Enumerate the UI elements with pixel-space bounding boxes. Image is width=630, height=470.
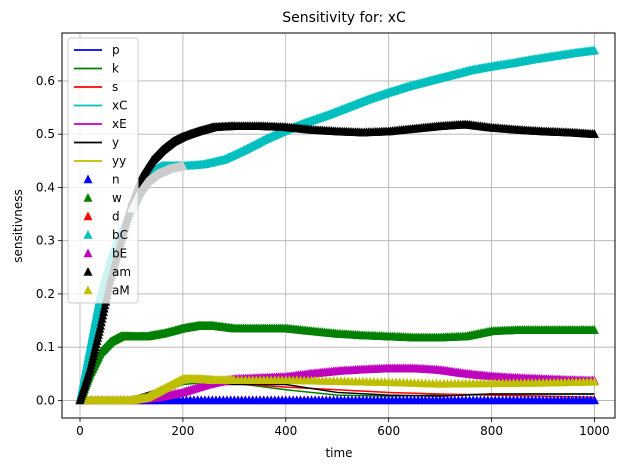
legend-label: n — [112, 173, 120, 187]
y-tick-label: 0.0 — [36, 393, 55, 407]
y-tick-label: 0.4 — [36, 180, 55, 194]
legend-marker-swatch — [83, 211, 93, 221]
marker-series-w — [75, 320, 599, 405]
data-marker — [589, 376, 599, 386]
legend-label: am — [112, 265, 131, 279]
y-tick-label: 0.5 — [36, 127, 55, 141]
data-marker — [589, 45, 599, 55]
y-axis-label: sensitivness — [11, 189, 25, 262]
y-tick-label: 0.1 — [36, 340, 55, 354]
plot-frame — [61, 32, 616, 419]
legend-label: p — [112, 43, 120, 57]
overlay-marker — [178, 161, 188, 170]
legend-label: d — [112, 210, 120, 224]
legend-label: bE — [112, 247, 127, 261]
legend-marker-swatch — [83, 267, 93, 276]
legend-label: aM — [112, 284, 130, 298]
legend-label: bC — [112, 228, 128, 242]
legend-label: k — [112, 62, 119, 76]
legend-box — [67, 37, 139, 304]
y-tick-label: 0.3 — [36, 234, 55, 248]
x-tick-label: 400 — [274, 424, 297, 438]
x-tick-label: 800 — [480, 424, 503, 438]
legend-label: s — [112, 80, 118, 94]
legend-marker-swatch — [83, 248, 93, 258]
x-tick-label: 200 — [171, 424, 194, 438]
legend-marker-swatch — [83, 174, 93, 184]
legend-label: yy — [112, 154, 126, 168]
data-marker — [589, 129, 599, 138]
x-axis-label: time — [325, 446, 352, 460]
x-tick-label: 600 — [377, 424, 400, 438]
chart-title: Sensitivity for: xC — [282, 10, 406, 26]
marker-series-aM — [75, 374, 599, 405]
legend-label: xC — [112, 99, 127, 113]
x-axis: 0 200 400 600 800 1000 — [76, 418, 610, 438]
legend-marker-swatch — [83, 230, 93, 239]
legend-label: y — [112, 136, 119, 150]
data-marker — [589, 395, 599, 405]
y-tick-label: 0.6 — [36, 74, 55, 88]
marker-series-am — [75, 119, 599, 405]
data-marker — [589, 325, 599, 334]
legend-marker-swatch — [83, 193, 93, 202]
legend-label: xE — [112, 117, 127, 131]
x-tick-label: 0 — [76, 424, 84, 438]
y-tick-label: 0.2 — [36, 287, 55, 301]
legend-marker-swatch — [83, 285, 93, 295]
y-axis: 0.0 0.1 0.2 0.3 0.4 0.5 0.6 — [36, 74, 62, 407]
legend-label: w — [112, 191, 122, 205]
grid-lines — [62, 33, 615, 418]
x-tick-label: 1000 — [579, 424, 610, 438]
